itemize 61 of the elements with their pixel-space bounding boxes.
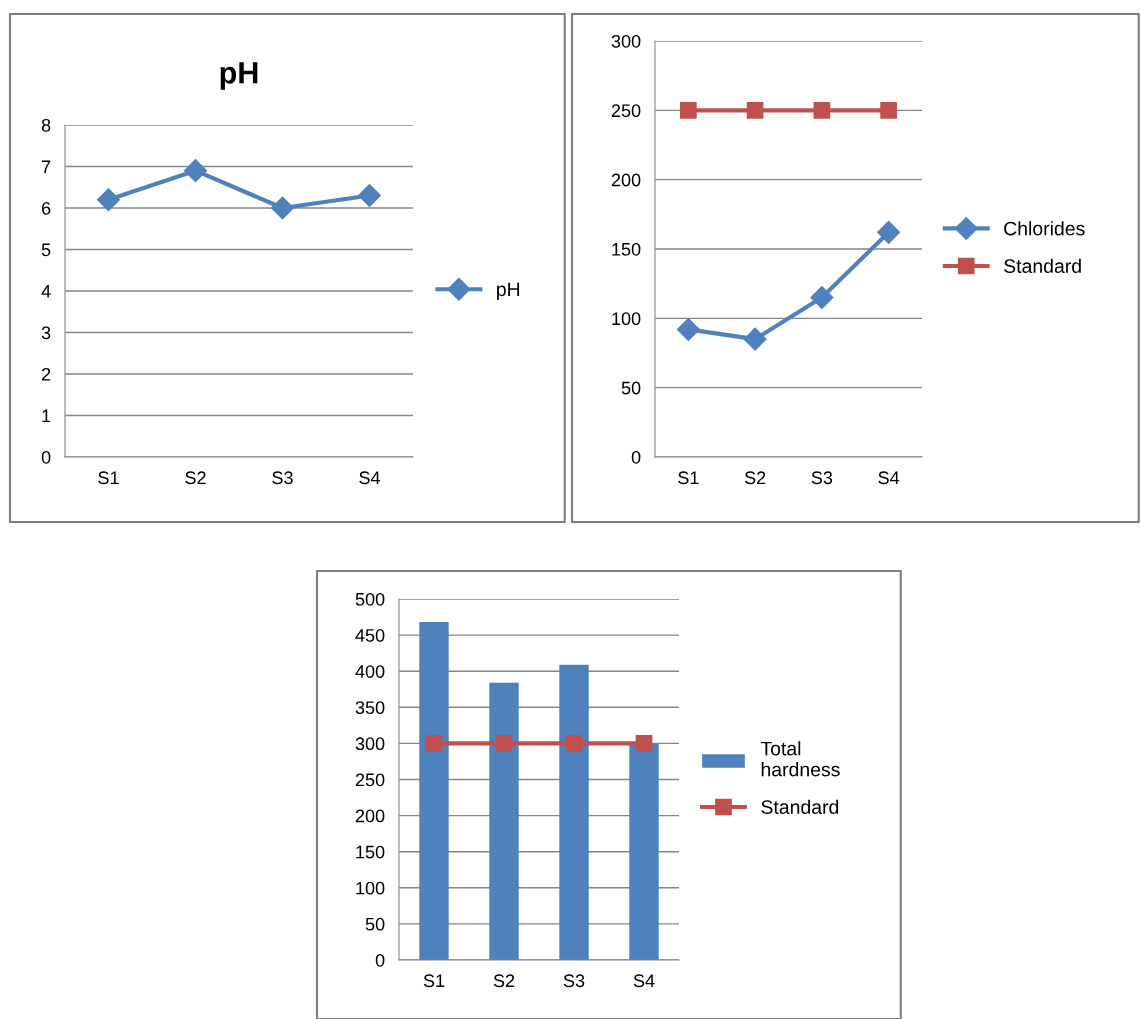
point bbox=[746, 101, 764, 119]
y-tick-label: 200 bbox=[355, 809, 385, 823]
y-tick-label: 450 bbox=[355, 629, 385, 642]
x-tick-label: S3 bbox=[811, 471, 833, 485]
point bbox=[358, 184, 381, 208]
y-tick-label: 2 bbox=[41, 367, 51, 381]
y-tick-label: 7 bbox=[42, 160, 51, 174]
y-tick-label: 150 bbox=[612, 242, 641, 256]
x-tick-label: S4 bbox=[359, 471, 381, 485]
x-tick-label: S1 bbox=[678, 471, 699, 485]
y-tick-label: 8 bbox=[41, 118, 51, 132]
y-tick-label: 0 bbox=[41, 450, 51, 464]
y-tick-label: 300 bbox=[355, 737, 385, 751]
y-tick-label: 150 bbox=[356, 845, 385, 859]
chart-title: pH bbox=[220, 62, 258, 90]
y-tick-label: 0 bbox=[631, 450, 641, 464]
x-tick-label: S1 bbox=[423, 974, 445, 988]
legend-label: Standard bbox=[1004, 258, 1081, 273]
y-tick-label: 4 bbox=[41, 285, 51, 298]
x-tick-label: S4 bbox=[633, 974, 655, 988]
point bbox=[271, 196, 294, 220]
point bbox=[743, 327, 767, 351]
y-tick-label: 100 bbox=[356, 881, 385, 895]
y-tick-label: 300 bbox=[611, 34, 641, 48]
point bbox=[97, 188, 120, 212]
y-tick-label: 1 bbox=[42, 409, 51, 423]
x-tick-label: S2 bbox=[493, 974, 515, 988]
point bbox=[680, 101, 697, 119]
legend-label: pH bbox=[497, 282, 520, 301]
y-tick-label: 400 bbox=[355, 665, 385, 678]
x-tick-label: S3 bbox=[272, 471, 293, 485]
legend-label: Standard bbox=[761, 799, 839, 814]
point bbox=[877, 220, 901, 244]
y-tick-label: 50 bbox=[621, 381, 641, 395]
y-tick-label: 100 bbox=[612, 312, 641, 326]
x-tick-label: S3 bbox=[563, 974, 585, 988]
point bbox=[810, 286, 834, 310]
legend-label: Total hardness bbox=[760, 741, 840, 777]
point bbox=[184, 159, 207, 183]
y-tick-label: 500 bbox=[355, 592, 385, 606]
bar bbox=[629, 743, 659, 960]
point bbox=[880, 101, 897, 119]
y-tick-label: 0 bbox=[375, 953, 385, 967]
x-tick-label: S1 bbox=[98, 471, 119, 485]
point bbox=[813, 101, 831, 119]
y-tick-label: 50 bbox=[365, 917, 385, 931]
x-tick-label: S4 bbox=[878, 471, 900, 485]
x-tick-label: S2 bbox=[185, 471, 206, 485]
bar bbox=[489, 682, 519, 960]
y-tick-label: 200 bbox=[611, 173, 641, 187]
legend-label: Chlorides bbox=[1004, 221, 1085, 236]
y-tick-label: 250 bbox=[355, 773, 385, 787]
y-tick-label: 250 bbox=[611, 104, 641, 118]
y-tick-label: 5 bbox=[41, 243, 51, 257]
y-tick-label: 3 bbox=[41, 326, 51, 340]
y-tick-label: 350 bbox=[355, 701, 385, 715]
y-tick-label: 6 bbox=[41, 201, 51, 215]
bar bbox=[419, 622, 449, 960]
point bbox=[676, 317, 700, 341]
x-tick-label: S2 bbox=[744, 471, 766, 485]
bar bbox=[559, 664, 589, 960]
